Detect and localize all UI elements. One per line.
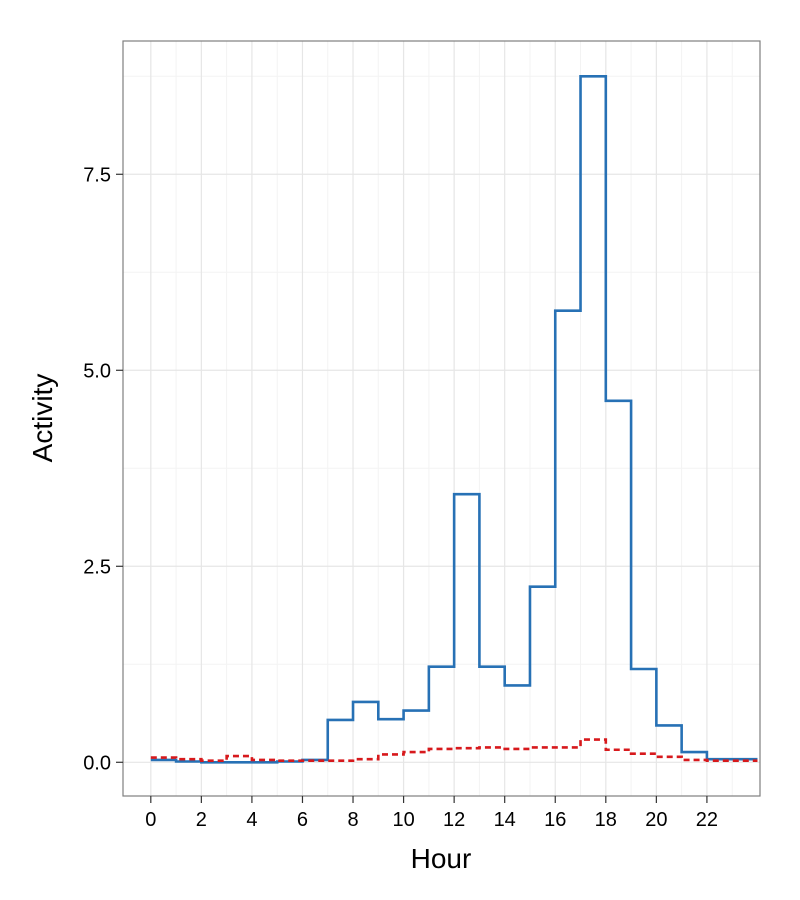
x-tick-label: 10 [392,809,414,831]
series-1-step-line [150,74,758,764]
series-layer [150,74,758,764]
y-axis-title: Activity [27,374,58,463]
y-tick-label: 0.0 [83,752,111,774]
x-tick-label: 22 [696,809,718,831]
y-axis: 0.0 2.5 5.0 7.5 [83,164,123,774]
plot-panel-background [123,41,760,796]
x-axis: 0 2 4 6 8 10 12 14 16 18 20 22 [145,796,718,831]
plot-panel-border [122,40,761,797]
x-axis-title: Hour [411,843,472,874]
y-tick-label: 5.0 [83,360,111,382]
x-tick-label: 8 [347,809,358,831]
y-tick-label: 7.5 [83,164,111,186]
series-2 [150,738,758,763]
x-tick-label: 4 [246,809,257,831]
x-tick-label: 12 [443,809,465,831]
minor-gridlines [123,41,760,796]
x-tick-label: 2 [196,809,207,831]
x-tick-label: 0 [145,809,156,831]
x-tick-label: 14 [494,809,516,831]
series-2-step-line [150,738,758,763]
series-1 [150,74,758,764]
y-tick-label: 2.5 [83,556,111,578]
x-tick-label: 18 [595,809,617,831]
x-tick-label: 16 [544,809,566,831]
x-tick-label: 20 [645,809,667,831]
x-tick-label: 6 [297,809,308,831]
